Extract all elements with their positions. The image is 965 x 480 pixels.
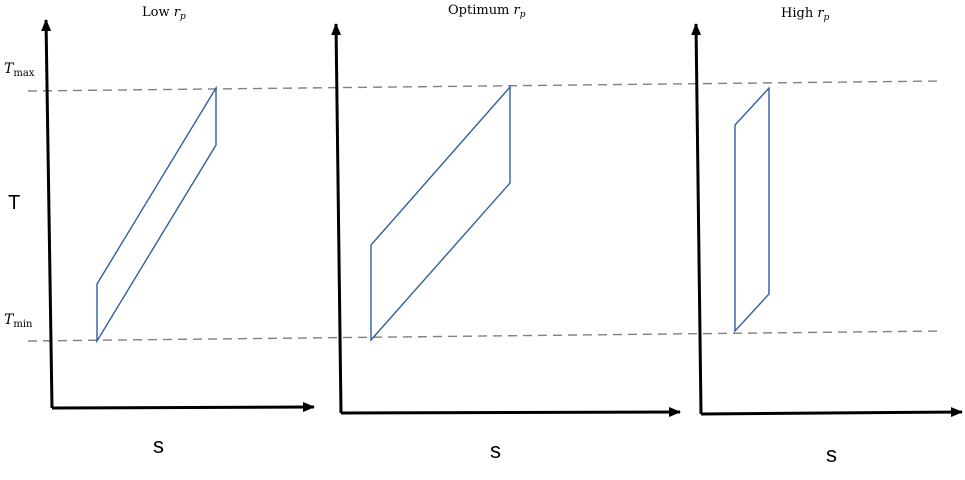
cycle-parallelogram (734, 86, 770, 333)
t-axis (331, 23, 343, 414)
panel-title: High rp (781, 6, 830, 23)
tmax-guide-line (27, 80, 944, 92)
x-axis-label: s (826, 442, 837, 467)
panel-high-rp: High rp s (691, 6, 963, 467)
t-axis (41, 19, 54, 409)
s-axis (340, 407, 681, 418)
s-axis (51, 402, 315, 413)
x-axis-label: s (153, 433, 164, 458)
t-axis (691, 23, 703, 415)
cycle-parallelogram (96, 85, 217, 344)
x-axis-label: s (490, 438, 501, 463)
y-axis-label: T (8, 192, 20, 214)
panel-optimum-rp: Optimum rp s (331, 3, 681, 463)
cycle-parallelogram (370, 85, 511, 342)
s-axis (700, 407, 963, 418)
panel-title: Low rp (142, 5, 186, 22)
tmin-label: Tmin (4, 312, 33, 330)
tmax-label: Tmax (4, 61, 35, 79)
panel-low-rp: Low rp s (41, 5, 315, 458)
tmin-guide-line (27, 330, 944, 342)
panel-title: Optimum rp (448, 3, 526, 20)
